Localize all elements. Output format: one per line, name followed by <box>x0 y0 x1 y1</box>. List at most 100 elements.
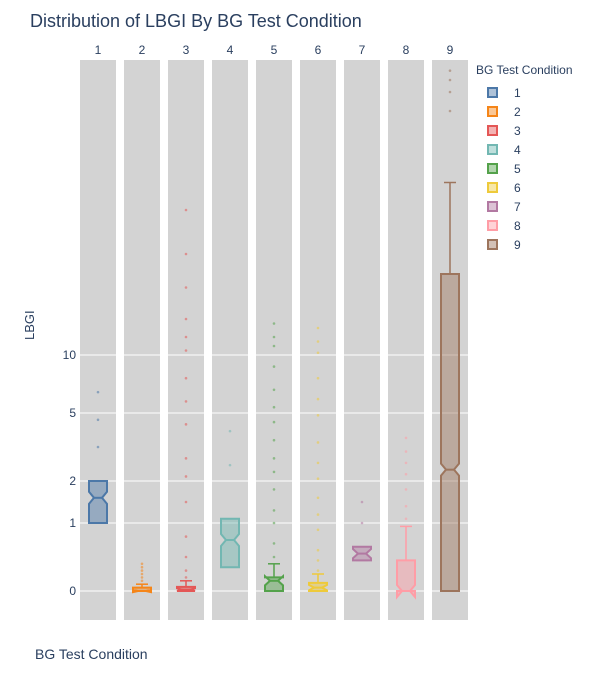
legend-item-5[interactable]: 5 <box>487 159 573 178</box>
outlier-point-5 <box>272 521 276 525</box>
outlier-point-5 <box>272 335 276 339</box>
outlier-point-2 <box>140 565 144 569</box>
legend-item-8[interactable]: 8 <box>487 216 573 235</box>
facet-label-6: 6 <box>315 43 322 57</box>
box-8[interactable] <box>396 559 416 600</box>
outlier-point-6 <box>316 528 320 532</box>
outlier-point-2 <box>140 569 144 572</box>
legend-item-9[interactable]: 9 <box>487 235 573 254</box>
outlier-point-8 <box>404 517 408 521</box>
legend-label-5: 5 <box>514 161 521 176</box>
facet-label-3: 3 <box>183 43 190 57</box>
legend-item-4[interactable]: 4 <box>487 140 573 159</box>
outlier-point-5 <box>272 438 276 442</box>
legend-label-4: 4 <box>514 142 521 157</box>
facet-label-2: 2 <box>139 43 146 57</box>
outlier-point-2 <box>140 579 144 583</box>
outlier-point-6 <box>316 477 320 481</box>
legend-swatch-6 <box>487 182 498 193</box>
outlier-point-4 <box>228 463 232 467</box>
outlier-point-8 <box>404 472 408 476</box>
legend-item-7[interactable]: 7 <box>487 197 573 216</box>
facet-panel-3 <box>168 60 204 620</box>
outlier-point-2 <box>140 572 144 576</box>
facet-panel-5 <box>256 60 292 620</box>
outlier-point-3 <box>184 555 188 559</box>
box-1[interactable] <box>88 480 108 524</box>
outlier-point-6 <box>316 326 320 330</box>
outlier-point-6 <box>316 376 320 380</box>
outlier-point-6 <box>316 397 320 401</box>
facet-panel-4 <box>212 60 248 620</box>
box-2[interactable] <box>132 586 152 594</box>
facet-label-9: 9 <box>447 43 454 57</box>
outlier-point-8 <box>404 436 408 440</box>
outlier-point-6 <box>316 340 320 343</box>
outlier-point-3 <box>184 349 188 352</box>
legend-swatch-2 <box>487 106 498 117</box>
chart-title: Distribution of LBGI By BG Test Conditio… <box>30 11 362 31</box>
facet-panel-2 <box>124 60 160 620</box>
outlier-point-6 <box>316 413 320 417</box>
outlier-point-9 <box>448 69 452 72</box>
outlier-point-6 <box>316 441 320 444</box>
outlier-point-8 <box>404 450 408 453</box>
legend-item-2[interactable]: 2 <box>487 102 573 121</box>
box-5[interactable] <box>264 574 284 592</box>
outlier-point-7 <box>360 500 364 504</box>
facet-label-5: 5 <box>271 43 278 57</box>
legend-swatch-8 <box>487 220 498 231</box>
outlier-point-6 <box>316 461 320 465</box>
outlier-point-5 <box>272 470 276 474</box>
legend-label-9: 9 <box>514 237 521 252</box>
outlier-point-3 <box>184 286 188 289</box>
outlier-point-3 <box>184 335 188 339</box>
legend-label-2: 2 <box>514 104 521 119</box>
outlier-point-6 <box>316 513 320 516</box>
legend-item-1[interactable]: 1 <box>487 83 573 102</box>
legend-label-3: 3 <box>514 123 521 138</box>
legend-swatch-5 <box>487 163 498 174</box>
outlier-point-3 <box>184 423 188 426</box>
facet-panel-9 <box>432 60 468 620</box>
y-axis-title: LBGI <box>22 310 37 340</box>
box-9[interactable] <box>440 273 460 592</box>
legend-swatch-9 <box>487 239 498 250</box>
outlier-point-9 <box>448 78 452 82</box>
outlier-point-3 <box>184 475 188 478</box>
box-4[interactable] <box>220 517 240 569</box>
legend-item-6[interactable]: 6 <box>487 178 573 197</box>
outlier-point-8 <box>404 504 408 508</box>
outlier-point-9 <box>448 90 452 94</box>
y-tick-label: 1 <box>69 516 76 530</box>
outlier-point-3 <box>184 569 188 572</box>
outlier-point-5 <box>272 509 276 512</box>
legend-items: 1 2 3 4 5 6 7 8 9 <box>476 83 573 254</box>
outlier-point-6 <box>316 559 320 562</box>
legend-label-6: 6 <box>514 180 521 195</box>
outlier-point-1 <box>96 445 100 449</box>
legend-label-7: 7 <box>514 199 521 214</box>
legend-swatch-7 <box>487 201 498 212</box>
facet-label-7: 7 <box>359 43 366 57</box>
facet-panel-6 <box>300 60 336 620</box>
facet-panel-7 <box>344 60 380 620</box>
facet-label-8: 8 <box>403 43 410 57</box>
outlier-point-6 <box>316 548 320 552</box>
outlier-point-6 <box>316 351 320 355</box>
legend-swatch-4 <box>487 144 498 155</box>
outlier-point-8 <box>404 461 408 465</box>
legend-swatch-1 <box>487 87 498 98</box>
outlier-point-3 <box>184 376 188 380</box>
legend-swatch-3 <box>487 125 498 136</box>
y-tick-label: 2 <box>69 474 76 488</box>
outlier-point-4 <box>228 429 232 433</box>
legend-item-3[interactable]: 3 <box>487 121 573 140</box>
outlier-point-5 <box>272 388 276 392</box>
legend-label-8: 8 <box>514 218 521 233</box>
y-tick-label: 10 <box>63 348 77 362</box>
facet-label-1: 1 <box>95 43 102 57</box>
outlier-point-2 <box>140 576 144 579</box>
outlier-point-1 <box>96 390 100 394</box>
